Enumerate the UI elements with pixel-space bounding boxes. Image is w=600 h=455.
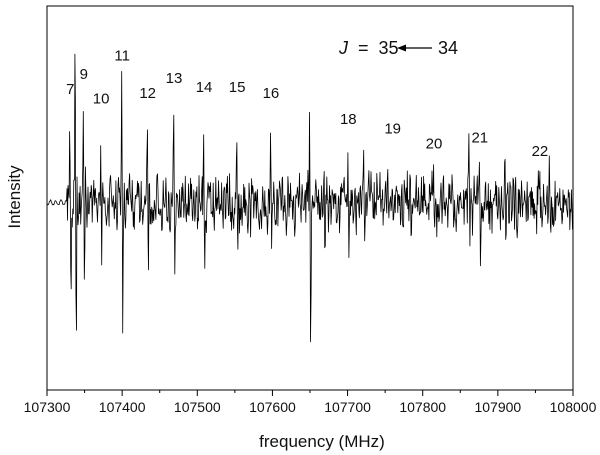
spectrum-trace-layer xyxy=(46,53,574,343)
peak-label-18: 18 xyxy=(340,111,357,128)
x-tick-label: 107800 xyxy=(399,399,446,415)
annotation-lower-level: 34 xyxy=(438,38,458,58)
peak-label-10: 10 xyxy=(93,90,110,107)
spectrum-trace xyxy=(46,53,574,343)
x-tick-label: 107900 xyxy=(474,399,521,415)
x-tick-label: 107500 xyxy=(174,399,221,415)
x-axis-title: frequency (MHz) xyxy=(259,432,385,451)
peak-label-16: 16 xyxy=(263,85,280,102)
x-axis-ticks: 107300 107400 107500 107600 107700 107800 1079… xyxy=(24,390,597,415)
left-arrow-icon xyxy=(397,44,432,52)
x-tick-label: 107700 xyxy=(324,399,371,415)
peak-label-20: 20 xyxy=(426,135,443,152)
quantum-number-symbol: J xyxy=(338,38,349,58)
peak-label-19: 19 xyxy=(384,120,401,137)
peak-label-9: 9 xyxy=(80,66,88,83)
peak-label-15: 15 xyxy=(229,79,246,96)
peak-label-14: 14 xyxy=(196,79,213,96)
annotation-equals: = xyxy=(358,38,369,58)
peak-label-13: 13 xyxy=(166,70,183,87)
peak-label-7: 7 xyxy=(66,81,74,98)
annotation-upper-level: 35 xyxy=(379,38,399,58)
transition-annotation: J = 35 xyxy=(338,38,399,58)
y-axis-title: Intensity xyxy=(5,165,24,229)
x-tick-label: 107600 xyxy=(249,399,296,415)
x-tick-label: 108000 xyxy=(550,399,597,415)
x-tick-label: 107400 xyxy=(99,399,146,415)
arrow-head xyxy=(397,44,406,52)
peak-label-22: 22 xyxy=(532,143,549,160)
peak-label-21: 21 xyxy=(471,130,488,147)
x-tick-label: 107300 xyxy=(24,399,71,415)
peak-labels: 79 10 11 12 13 14 15 16 18 19 20 21 22 xyxy=(66,47,548,160)
peak-label-11: 11 xyxy=(114,47,130,64)
peak-label-12: 12 xyxy=(139,85,156,102)
